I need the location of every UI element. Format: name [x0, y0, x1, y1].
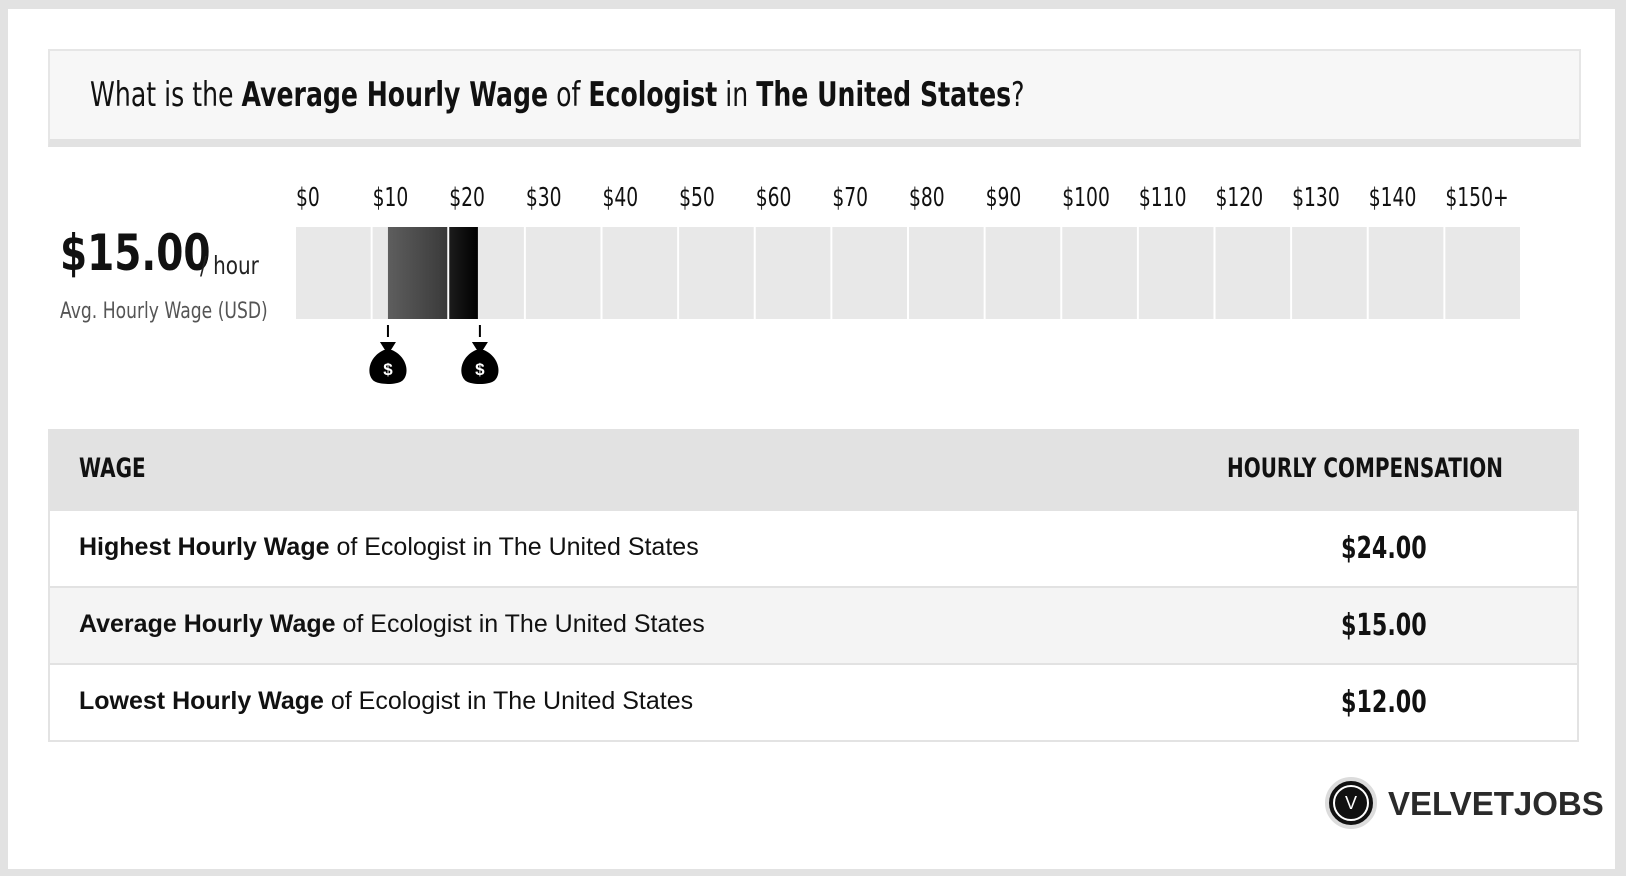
track-cell	[1445, 227, 1520, 319]
svg-text:$: $	[383, 360, 393, 379]
tick-label: $40	[603, 183, 639, 213]
tick-label: $110	[1139, 183, 1187, 213]
tick-label: $80	[909, 183, 945, 213]
tick-label: $0	[296, 183, 320, 213]
tick-label: $60	[756, 183, 792, 213]
tick-label: $10	[373, 183, 409, 213]
table-header: WAGE HOURLY COMPENSATION	[50, 429, 1577, 509]
track-cell	[296, 227, 371, 319]
row-label: Highest Hourly Wage of Ecologist in The …	[79, 533, 699, 561]
tick-label: $100	[1062, 183, 1110, 213]
money-bag-icon: $	[369, 325, 407, 384]
tick-label: $130	[1292, 183, 1340, 213]
tick-label: $140	[1369, 183, 1417, 213]
question-header: What is the Average Hourly Wage of Ecolo…	[48, 49, 1581, 147]
velvetjobs-logo-icon[interactable]: V	[1325, 777, 1377, 829]
tick-label: $90	[986, 183, 1022, 213]
track-cell	[1368, 227, 1444, 319]
track-cell	[679, 227, 754, 319]
average-wage-value: $15.00	[60, 224, 211, 282]
track-cell	[1062, 227, 1137, 319]
table-row: Lowest Hourly Wage of Ecologist in The U…	[50, 663, 1577, 740]
column-header-wage: WAGE	[79, 453, 146, 484]
tick-label: $70	[832, 183, 868, 213]
wage-range-chart: $0 $10 $20 $30 $40 $50 $60 $70 $80 $90 $100 $110 $12…	[296, 183, 1520, 384]
wage-card: What is the Average Hourly Wage of Ecolo…	[8, 9, 1615, 869]
table-row: Highest Hourly Wage of Ecologist in The …	[50, 509, 1577, 586]
track-cell	[909, 227, 984, 319]
row-value: $15.00	[1341, 608, 1427, 643]
page-title: What is the Average Hourly Wage of Ecolo…	[90, 75, 1025, 115]
row-label: Lowest Hourly Wage of Ecologist in The U…	[79, 687, 694, 715]
tick-label: $20	[449, 183, 485, 213]
average-wage-unit: / hour	[200, 251, 259, 280]
average-wage-label: Avg. Hourly Wage (USD)	[60, 299, 268, 324]
track-cell	[1215, 227, 1291, 319]
wage-range-bar	[449, 227, 478, 319]
tick-label: $50	[679, 183, 715, 213]
tick-label: $150+	[1445, 183, 1508, 213]
track-cell	[1292, 227, 1367, 319]
track-cell	[985, 227, 1061, 319]
wage-range-bar	[387, 227, 448, 319]
tick-label: $120	[1216, 183, 1264, 213]
money-bag-icon: $	[461, 325, 499, 384]
logo-letter: V	[1333, 785, 1369, 821]
table-row: Average Hourly Wage of Ecologist in The …	[50, 586, 1577, 663]
tick-label: $30	[526, 183, 562, 213]
column-header-compensation: HOURLY COMPENSATION	[1227, 453, 1503, 484]
track-cell	[1138, 227, 1214, 319]
track-cell	[602, 227, 678, 319]
svg-text:$: $	[475, 360, 485, 379]
track-cell	[755, 227, 831, 319]
track-cell	[832, 227, 907, 319]
row-value: $12.00	[1341, 685, 1427, 720]
row-label: Average Hourly Wage of Ecologist in The …	[79, 610, 705, 638]
track-cell	[525, 227, 601, 319]
row-value: $24.00	[1341, 531, 1427, 566]
wage-table: WAGE HOURLY COMPENSATION Highest Hourly …	[48, 429, 1579, 742]
brand-name[interactable]: VELVETJOBS	[1388, 785, 1604, 822]
